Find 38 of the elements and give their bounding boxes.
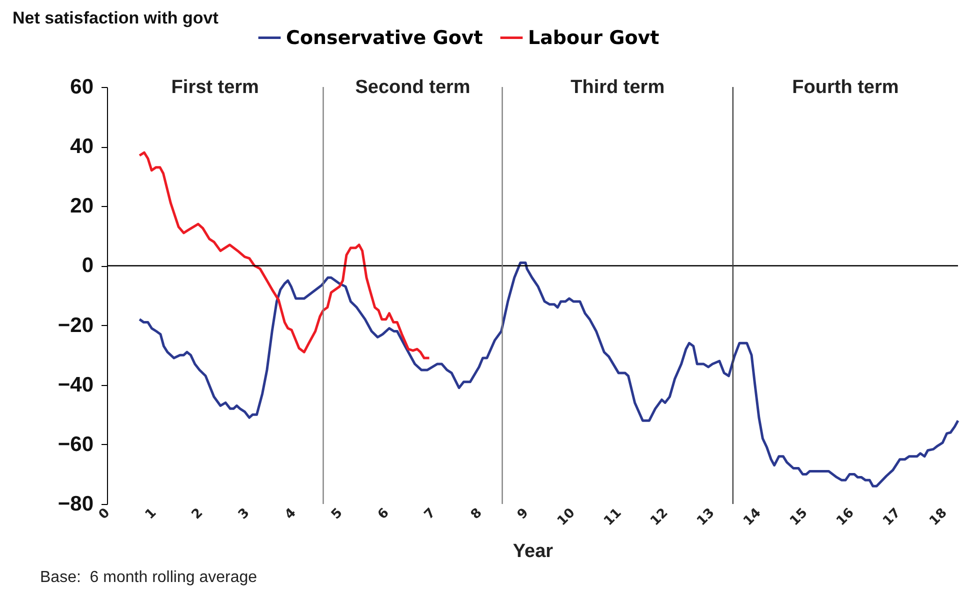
line-series bbox=[138, 151, 431, 360]
y-tick-label: −80 bbox=[58, 492, 94, 516]
x-tick-label: 17 bbox=[880, 506, 904, 529]
x-tick-label: 7 bbox=[422, 506, 439, 523]
y-tick-label: 40 bbox=[70, 135, 94, 158]
y-tick-label: 60 bbox=[70, 76, 94, 98]
x-tick-label: 4 bbox=[282, 506, 300, 523]
x-tick-label: 10 bbox=[554, 506, 578, 529]
x-tick-label: 5 bbox=[328, 506, 346, 523]
x-axis-title: Year bbox=[512, 541, 554, 562]
annotation: Fourth term bbox=[792, 77, 899, 98]
x-tick-label: 6 bbox=[375, 506, 392, 523]
x-tick-label: 11 bbox=[601, 506, 625, 529]
x-tick-label: 16 bbox=[834, 506, 858, 529]
x-tick-label: 15 bbox=[787, 506, 811, 529]
y-tick-label: −60 bbox=[58, 432, 94, 456]
x-tick-label: 2 bbox=[189, 506, 206, 523]
annotation: First term bbox=[171, 77, 259, 98]
x-tick-label: 12 bbox=[648, 506, 672, 529]
y-tick-label: −20 bbox=[58, 314, 94, 337]
x-tick-label: 8 bbox=[468, 506, 486, 523]
x-tick-label: 0 bbox=[96, 506, 114, 523]
x-tick-label: 18 bbox=[926, 506, 950, 529]
annotation: Second term bbox=[355, 77, 470, 98]
x-tick-label: 3 bbox=[236, 506, 253, 523]
y-tick-label: −40 bbox=[58, 373, 94, 396]
y-tick-label: 20 bbox=[70, 194, 94, 218]
line-series bbox=[138, 261, 960, 488]
text: Base: 6 month rolling average bbox=[40, 569, 258, 587]
x-tick-label: 1 bbox=[142, 506, 160, 523]
x-tick-label: 9 bbox=[514, 506, 532, 523]
x-tick-label: 14 bbox=[740, 506, 764, 529]
y-tick-label: 0 bbox=[82, 254, 94, 278]
legend-label: Labour Govt bbox=[528, 26, 660, 49]
legend-label: Conservative Govt bbox=[286, 26, 483, 49]
x-tick-label: 13 bbox=[694, 506, 718, 529]
annotation: Third term bbox=[570, 77, 665, 98]
y-axis-title: Net satisfaction with govt bbox=[12, 8, 219, 28]
